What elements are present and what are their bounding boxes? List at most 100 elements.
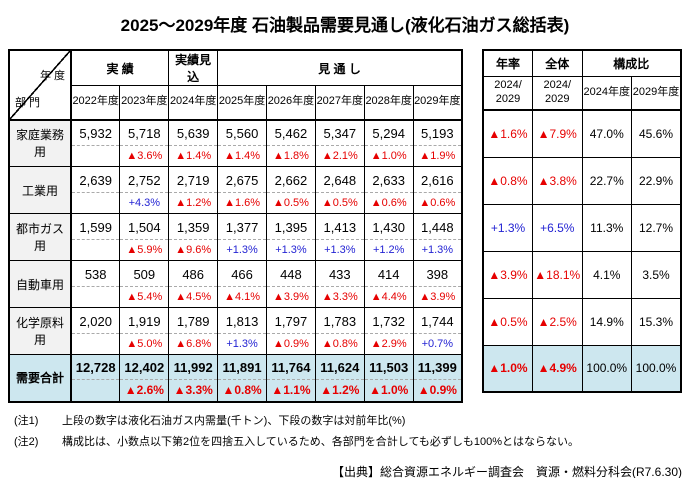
yoy-percent-text: ▲2.1% [315,144,364,166]
yoy-percent-text: ▲3.3% [315,285,364,307]
summary-cell: 47.0% [581,109,632,158]
yoy-percent-text: ▲3.9% [267,285,315,307]
value-text: 5,462 [274,125,308,141]
table-row: ▲0.5% ▲2.5% 14.9% 15.3% [482,297,682,346]
data-cell: 12,402 ▲2.6% [119,354,170,402]
yoy-percent-text: ▲3.9% [413,285,461,307]
yoy-percent-text: +1.3% [218,238,266,260]
summary-cell: ▲18.1% [532,250,583,299]
year-header: 2028年度 [363,85,414,121]
data-cell: 2,675 ▲1.6% [217,166,267,214]
summary-cell: 100.0% [581,344,632,393]
footnote-2: (注2) 構成比は、小数点以下第2位を四捨五入しているため、各部門を合計しても必… [14,433,690,449]
value-text: 5,639 [176,125,210,141]
data-cell: 5,560 ▲1.4% [217,119,267,167]
data-cell: 1,430 +1.2% [363,213,414,261]
data-cell: 1,395 +1.3% [266,213,316,261]
source-citation: 【出典】総合資源エネルギー調査会 資源・燃料分科会(R7.6.30) [331,464,682,478]
data-cell: 2,719 ▲1.2% [168,166,219,214]
yoy-percent-text: ▲1.0% [364,144,413,166]
yoy-percent-text: +1.3% [315,238,364,260]
data-cell: 2,616 ▲0.6% [412,166,463,214]
summary-subheader-row: 2024/ 2029 2024/ 2029 2024年度 2029年度 [482,75,682,111]
yoy-percent-text: ▲0.8% [218,379,266,400]
summary-cell: ▲4.9% [532,344,583,393]
data-cell: 448 ▲3.9% [266,260,316,308]
yoy-percent-text: ▲1.1% [267,379,315,400]
yoy-percent-text: ▲1.4% [169,144,218,166]
data-cell: 2,633 ▲0.6% [363,166,414,214]
data-cell: 1,732 ▲2.9% [363,307,414,355]
data-cell: 1,744 +0.7% [412,307,463,355]
subheader: 2024/ 2029 [482,75,533,111]
year-header: 2026年度 [266,85,316,121]
data-cell: 1,599 [70,213,121,261]
yoy-percent-text: ▲1.2% [315,379,364,400]
summary-cell: 45.6% [631,109,682,158]
yoy-percent-text: ▲1.4% [218,144,266,166]
value-text: 2,616 [421,172,454,188]
value-text: 1,413 [323,219,357,235]
table-row: ▲0.8% ▲3.8% 22.7% 22.9% [482,156,682,205]
value-text: 5,347 [323,125,357,141]
summary-cell: +6.5% [532,203,583,252]
data-cell: 11,764 ▲1.1% [266,354,316,402]
data-cell: 5,462 ▲1.8% [266,119,316,167]
yoy-percent-text: ▲2.9% [364,332,413,354]
table-row: 都市ガス用 1,599 1,504 ▲5.9% 1,359 ▲9.6% 1,377 +1.3%… [8,213,463,261]
table-row: +1.3% +6.5% 11.3% 12.7% [482,203,682,252]
col-group-overall: 全体 [532,49,583,77]
value-text: 1,599 [79,219,112,235]
data-cell: 1,359 ▲9.6% [168,213,219,261]
summary-cell: 22.9% [631,156,682,205]
yoy-percent-text: ▲4.4% [364,285,413,307]
summary-table: 年率 全体 構成比 2024/ 2029 2024/ 2029 2024年度 2… [482,49,682,393]
value-text: 2,639 [79,172,112,188]
value-text: 1,919 [128,313,161,329]
value-text: 486 [182,266,205,282]
row-label: 化学原料用 [8,307,72,355]
table-row: ▲1.0% ▲4.9% 100.0% 100.0% [482,344,682,393]
summary-cell: 22.7% [581,156,632,205]
table-row: 工業用 2,639 2,752 +4.3% 2,719 ▲1.2% 2,675 ▲1.6% 2,… [8,166,463,214]
table-row: ▲3.9% ▲18.1% 4.1% 3.5% [482,250,682,299]
data-cell: 5,294 ▲1.0% [363,119,414,167]
yoy-percent-text [72,379,120,400]
data-cell: 1,813 +1.3% [217,307,267,355]
data-cell: 5,193 ▲1.9% [412,119,463,167]
summary-cell: 15.3% [631,297,682,346]
yoy-percent-text: ▲0.9% [413,379,461,400]
value-text: 5,560 [225,125,259,141]
year-header: 2025年度 [217,85,267,121]
row-label: 自動車用 [8,260,72,308]
yoy-percent-text: ▲5.9% [120,238,169,260]
summary-cell: 100.0% [631,344,682,393]
yoy-percent-text [72,191,120,213]
value-text: 11,624 [320,360,360,376]
summary-cell: 14.9% [581,297,632,346]
data-cell: 2,639 [70,166,121,214]
value-text: 2,648 [323,172,357,188]
year-header: 2023年度 [119,85,170,121]
col-group-annual-rate: 年率 [482,49,533,77]
col-group-composition: 構成比 [581,49,682,77]
value-text: 2,662 [274,172,308,188]
value-text: 509 [133,266,156,282]
year-header: 2027年度 [314,85,365,121]
footnote-1-label: (注1) [14,414,39,427]
yoy-percent-text: +4.3% [120,191,169,213]
yoy-percent-text: +1.3% [218,332,266,354]
summary-cell: +1.3% [482,203,533,252]
value-text: 5,718 [128,125,161,141]
footnote-1-text: 上段の数字は液化石油ガス内需量(千トン)、下段の数字は対前年比(%) [62,414,406,427]
value-text: 1,448 [421,219,454,235]
data-cell: 1,783 ▲0.8% [314,307,365,355]
table-row: 自動車用 538 509 ▲5.4% 486 ▲4.5% 466 ▲4.1% 448 ▲3.9% 4… [8,260,463,308]
summary-cell: 11.3% [581,203,632,252]
data-cell: 11,503 ▲1.0% [363,354,414,402]
summary-cell: 4.1% [581,250,632,299]
subheader: 2024年度 [581,75,632,111]
yoy-percent-text: ▲9.6% [169,238,218,260]
data-cell: 12,728 [70,354,121,402]
yoy-percent-text: ▲0.6% [364,191,413,213]
